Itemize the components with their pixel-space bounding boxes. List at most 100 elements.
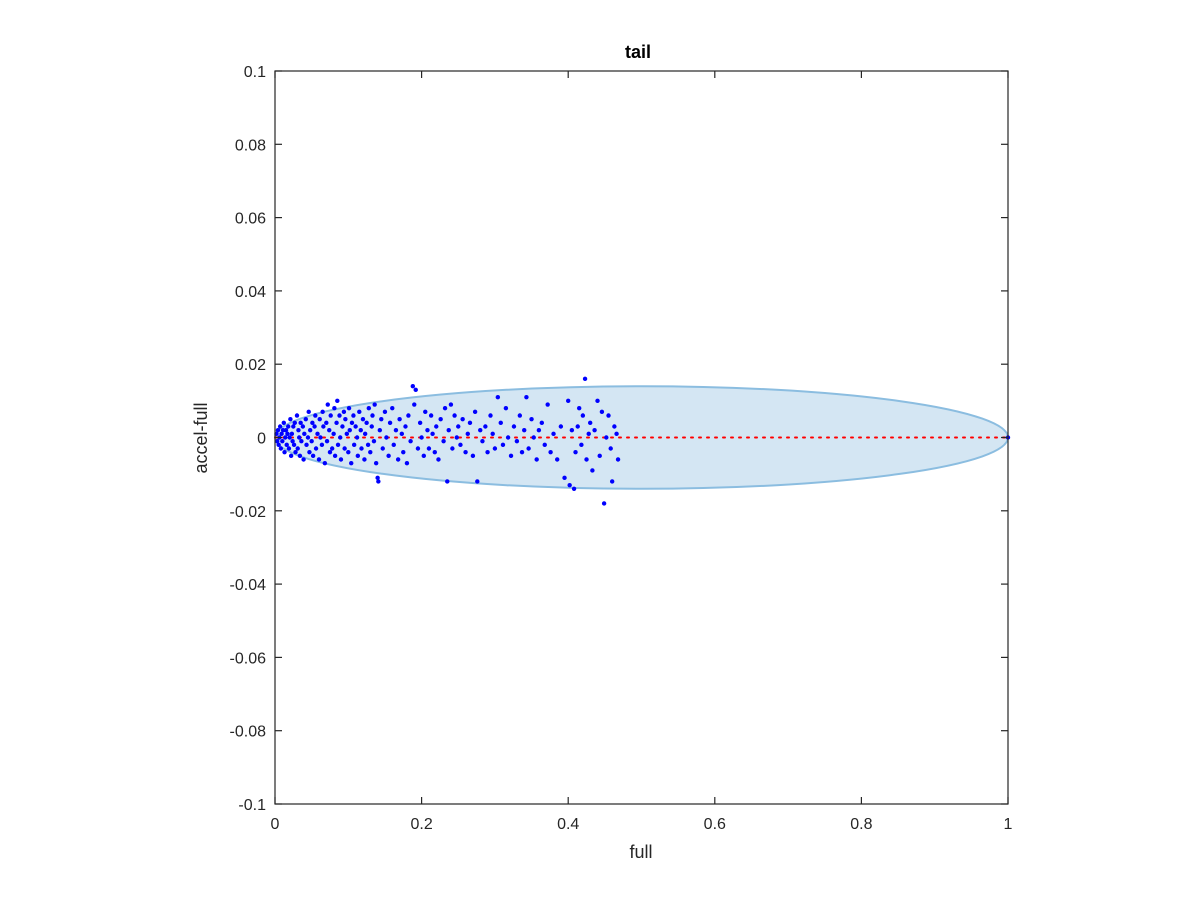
data-point <box>609 479 615 484</box>
x-tick-label: 1 <box>1004 816 1013 833</box>
data-point <box>452 413 457 418</box>
data-point <box>579 442 584 448</box>
data-point <box>377 427 383 433</box>
data-point <box>582 376 588 382</box>
data-point <box>373 460 379 466</box>
data-point <box>315 431 320 437</box>
data-point <box>288 453 294 459</box>
data-point <box>390 405 395 411</box>
data-point <box>359 446 364 451</box>
tick-labels: 0 0.2 0.4 0.6 0.8 1 0.1 0.08 0.06 0.04 0.02 0 -0.02 -… <box>230 64 1013 833</box>
y-axis-label: accel-full <box>191 402 211 473</box>
data-point <box>608 446 613 451</box>
data-point <box>304 442 309 448</box>
data-point <box>445 479 450 484</box>
data-point <box>485 449 490 455</box>
chart-title: tail <box>625 42 651 62</box>
data-point <box>436 457 441 462</box>
data-point <box>353 424 358 429</box>
data-point <box>294 413 300 418</box>
data-point <box>408 438 413 444</box>
data-point <box>309 438 314 444</box>
data-point <box>284 442 289 448</box>
data-point <box>498 420 503 426</box>
data-point <box>354 435 360 440</box>
data-point <box>291 442 297 448</box>
data-point <box>300 424 306 429</box>
data-point <box>335 442 341 448</box>
data-point <box>289 431 295 437</box>
data-point <box>586 431 591 437</box>
x-axis-label: full <box>629 842 652 862</box>
data-points <box>274 376 1011 506</box>
data-point <box>387 420 393 426</box>
data-point <box>365 442 371 448</box>
data-point <box>410 383 416 389</box>
y-tick-label: -0.08 <box>230 724 267 741</box>
data-point <box>573 449 578 455</box>
data-point <box>313 413 318 418</box>
data-point <box>442 405 448 411</box>
data-point <box>292 420 297 426</box>
y-tick-label: -0.06 <box>230 650 267 667</box>
data-point <box>324 438 330 444</box>
data-point <box>299 438 304 444</box>
data-point <box>305 435 311 440</box>
data-point <box>454 435 459 440</box>
data-point <box>448 402 454 407</box>
data-point <box>441 438 446 444</box>
data-point <box>342 446 347 451</box>
data-point <box>303 416 308 422</box>
data-point <box>584 457 589 462</box>
data-point <box>282 449 287 455</box>
x-tick-label: 0.6 <box>704 816 726 833</box>
data-point <box>417 420 423 426</box>
data-point <box>285 431 290 437</box>
data-point <box>278 446 284 451</box>
data-point <box>450 446 455 451</box>
data-point <box>412 402 417 407</box>
data-point <box>376 479 381 484</box>
data-point <box>567 482 572 488</box>
data-point <box>490 431 495 437</box>
data-point <box>321 424 326 429</box>
data-point <box>571 486 577 492</box>
data-point <box>306 409 311 415</box>
data-point <box>372 402 377 407</box>
data-point <box>334 420 339 426</box>
data-point <box>302 431 307 437</box>
data-point <box>310 420 315 426</box>
data-point <box>312 424 317 429</box>
data-point <box>590 468 595 473</box>
data-point <box>614 431 619 437</box>
data-point <box>456 424 461 429</box>
data-point <box>288 416 293 422</box>
data-point <box>562 475 567 481</box>
data-point <box>341 409 347 415</box>
data-point <box>386 453 391 459</box>
data-point <box>434 424 439 429</box>
data-point <box>384 435 389 440</box>
data-point <box>539 420 545 426</box>
data-point <box>329 446 335 451</box>
x-tick-label: 0.4 <box>557 816 579 833</box>
data-point <box>325 402 330 407</box>
data-point <box>529 416 534 422</box>
data-point <box>366 405 372 411</box>
data-point <box>332 453 338 459</box>
data-point <box>283 427 289 433</box>
data-point <box>340 424 345 429</box>
data-point <box>349 420 355 426</box>
axes <box>274 70 1009 805</box>
x-tick-label: 0 <box>271 816 280 833</box>
data-point <box>511 424 517 429</box>
data-point <box>551 431 556 437</box>
data-point <box>351 413 356 418</box>
data-point <box>458 442 463 448</box>
data-point <box>517 413 523 418</box>
data-point <box>475 479 480 484</box>
y-tick-label: 0.02 <box>235 357 266 374</box>
data-point <box>395 457 401 462</box>
data-point <box>368 449 373 455</box>
data-point <box>291 424 296 429</box>
